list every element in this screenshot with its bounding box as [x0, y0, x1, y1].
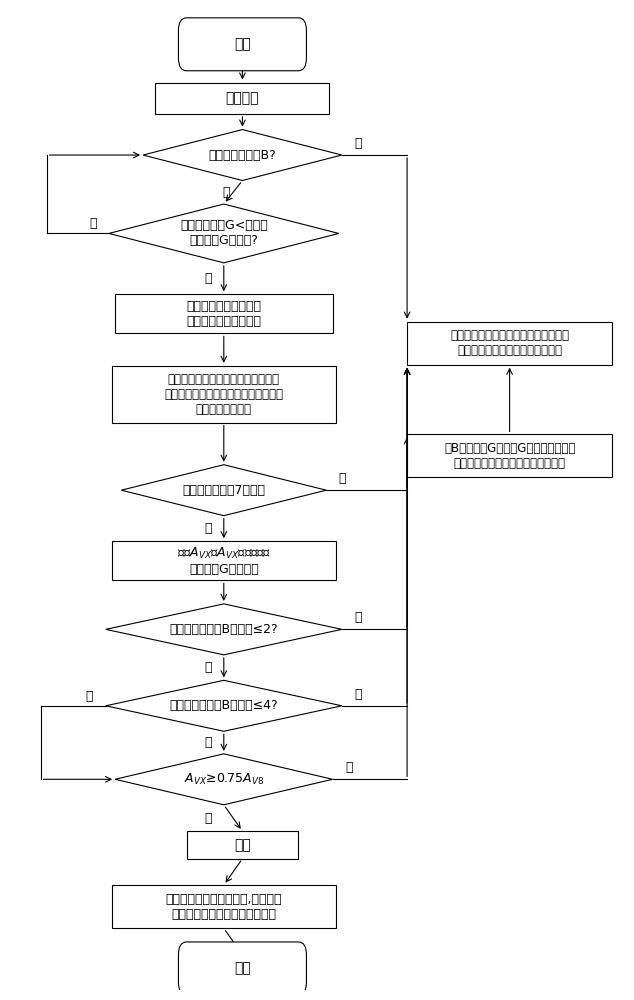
Text: 否: 否 — [339, 472, 346, 485]
Text: 结束: 结束 — [234, 961, 251, 975]
FancyBboxPatch shape — [112, 541, 335, 580]
Polygon shape — [106, 680, 342, 731]
FancyBboxPatch shape — [115, 294, 332, 333]
FancyBboxPatch shape — [407, 434, 612, 477]
Text: 用B值后面的G值将此G值替换，将计算
后的临时累计流量补入主累计流量中: 用B值后面的G值将此G值替换，将计算 后的临时累计流量补入主累计流量中 — [444, 442, 575, 470]
Text: 计算$A_{VX}$，$A_{VX}$是原始数据
组中所有G的平均值: 计算$A_{VX}$，$A_{VX}$是原始数据 组中所有G的平均值 — [177, 546, 271, 576]
Text: 否: 否 — [204, 812, 211, 825]
Text: 当前原始数据是B?: 当前原始数据是B? — [209, 149, 276, 162]
Polygon shape — [143, 130, 342, 181]
Text: 在原始数据组中B的个数≤2?: 在原始数据组中B的个数≤2? — [169, 623, 278, 636]
Text: 清临时累积流量计量数据，启动主累积
流量计量、停止临时累积流量计量: 清临时累积流量计量数据，启动主累积 流量计量、停止临时累积流量计量 — [450, 329, 569, 357]
Text: 是: 是 — [354, 137, 362, 150]
Text: 关阀: 关阀 — [234, 838, 251, 852]
Text: 是: 是 — [354, 611, 362, 624]
FancyBboxPatch shape — [178, 942, 306, 995]
Text: 清临时累积流量计量数据,停止主累
积流量计量和临时累积流量计量: 清临时累积流量计量数据,停止主累 积流量计量和临时累积流量计量 — [165, 893, 282, 921]
Text: 是: 是 — [204, 272, 211, 285]
Text: $A_{VX}$≥0.75$A_{V8}$: $A_{VX}$≥0.75$A_{V8}$ — [184, 772, 264, 787]
FancyBboxPatch shape — [155, 83, 330, 114]
Text: 在原始数据组中B的个数≤4?: 在原始数据组中B的个数≤4? — [169, 699, 278, 712]
Text: 停止主累积流量计量，
启动临时累积流量计量: 停止主累积流量计量， 启动临时累积流量计量 — [186, 300, 261, 328]
Text: 正常计量: 正常计量 — [226, 91, 259, 105]
Text: 开始: 开始 — [234, 37, 251, 51]
Text: 是否已经读取了7个数据: 是否已经读取了7个数据 — [183, 484, 265, 497]
Text: 是: 是 — [204, 736, 211, 749]
Text: 否: 否 — [223, 186, 230, 199]
Text: 否: 否 — [204, 661, 211, 674]
Polygon shape — [115, 754, 332, 805]
Text: 否: 否 — [89, 217, 96, 230]
Text: 是: 是 — [345, 761, 353, 774]
Polygon shape — [109, 204, 339, 263]
FancyBboxPatch shape — [407, 322, 612, 365]
Polygon shape — [121, 465, 327, 516]
FancyBboxPatch shape — [178, 18, 306, 71]
FancyBboxPatch shape — [186, 831, 299, 859]
FancyBboxPatch shape — [112, 885, 335, 928]
Polygon shape — [106, 604, 342, 655]
Text: 是: 是 — [204, 522, 211, 535]
Text: 读取最新原始数据，将每次的计量结
果计入临时累积流量，同时将此原始数
据放入原始数据组: 读取最新原始数据，将每次的计量结 果计入临时累积流量，同时将此原始数 据放入原始… — [164, 373, 283, 416]
Text: 否: 否 — [86, 690, 93, 702]
FancyBboxPatch shape — [112, 366, 335, 423]
Text: 当前原始数据G<上一次
原始数据G的一半?: 当前原始数据G<上一次 原始数据G的一半? — [180, 219, 268, 247]
Text: 是: 是 — [354, 688, 362, 701]
